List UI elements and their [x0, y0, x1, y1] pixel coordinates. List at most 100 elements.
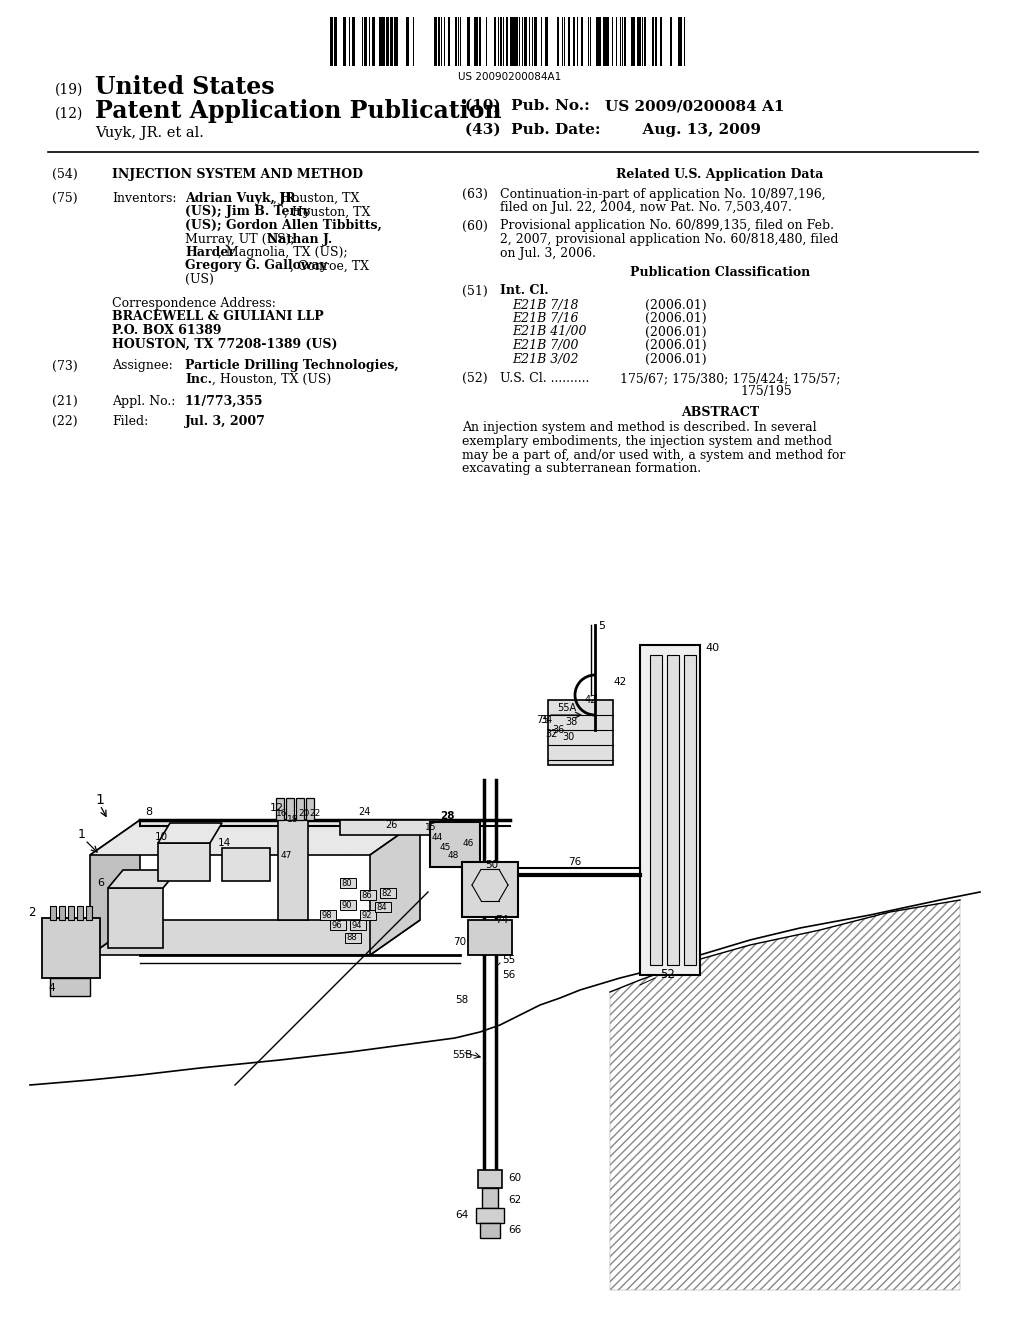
- Text: 30: 30: [562, 733, 574, 742]
- Text: Particle Drilling Technologies,: Particle Drilling Technologies,: [185, 359, 398, 372]
- Bar: [655, 17, 657, 66]
- Text: 4: 4: [48, 983, 54, 993]
- Text: (19): (19): [55, 83, 83, 96]
- Text: 32: 32: [545, 729, 557, 739]
- Bar: [222, 847, 270, 880]
- Bar: [330, 920, 346, 931]
- Bar: [506, 17, 508, 66]
- Text: E21B 7/18: E21B 7/18: [512, 298, 579, 312]
- Bar: [474, 17, 476, 66]
- Text: 20: 20: [298, 809, 309, 818]
- Polygon shape: [90, 920, 420, 954]
- Bar: [340, 820, 440, 836]
- Bar: [340, 900, 356, 909]
- Text: (2006.01): (2006.01): [645, 352, 707, 366]
- Text: E21B 3/02: E21B 3/02: [512, 352, 579, 366]
- Text: Filed:: Filed:: [112, 414, 148, 428]
- Text: (52): (52): [462, 372, 487, 385]
- Polygon shape: [610, 900, 961, 1290]
- Text: (US); Gordon Allen Tibbitts,: (US); Gordon Allen Tibbitts,: [185, 219, 382, 232]
- Text: , Houston, TX: , Houston, TX: [284, 206, 371, 219]
- Bar: [108, 888, 163, 948]
- Text: Inventors:: Inventors:: [112, 191, 176, 205]
- Text: Murray, UT (US);: Murray, UT (US);: [185, 232, 299, 246]
- Text: 45: 45: [440, 842, 452, 851]
- Text: 74: 74: [495, 915, 508, 925]
- Bar: [684, 655, 696, 965]
- Bar: [390, 17, 392, 66]
- Bar: [345, 933, 361, 942]
- Text: Continuation-in-part of application No. 10/897,196,: Continuation-in-part of application No. …: [500, 187, 825, 201]
- Bar: [306, 799, 314, 820]
- Bar: [510, 17, 512, 66]
- Text: 64: 64: [455, 1210, 468, 1220]
- Text: 75: 75: [536, 715, 549, 725]
- Text: 10: 10: [155, 832, 168, 842]
- Text: 55A: 55A: [557, 704, 577, 713]
- Text: 76: 76: [568, 857, 582, 867]
- Text: 5: 5: [598, 620, 605, 631]
- Bar: [286, 799, 294, 820]
- Bar: [500, 17, 502, 66]
- Text: 34: 34: [540, 715, 552, 725]
- Bar: [494, 17, 496, 66]
- Text: (2006.01): (2006.01): [645, 339, 707, 352]
- Bar: [468, 920, 512, 954]
- Text: 24: 24: [358, 807, 371, 817]
- Bar: [50, 978, 90, 997]
- Bar: [438, 17, 440, 66]
- Text: 175/195: 175/195: [740, 385, 792, 399]
- Bar: [77, 906, 83, 920]
- Text: Inc.: Inc.: [185, 374, 212, 385]
- Text: 56: 56: [502, 970, 515, 979]
- Polygon shape: [158, 822, 222, 843]
- Text: , Magnolia, TX (US);: , Magnolia, TX (US);: [218, 246, 347, 259]
- Bar: [637, 17, 640, 66]
- Bar: [545, 17, 548, 66]
- Bar: [360, 890, 376, 900]
- Text: 28: 28: [440, 810, 455, 821]
- Text: Gregory G. Galloway: Gregory G. Galloway: [185, 260, 327, 272]
- Text: Patent Application Publication: Patent Application Publication: [95, 99, 502, 123]
- Bar: [59, 906, 65, 920]
- Bar: [360, 909, 376, 920]
- Text: (54): (54): [52, 168, 78, 181]
- Text: 50: 50: [485, 861, 499, 870]
- Bar: [375, 902, 391, 912]
- Text: 38: 38: [565, 717, 578, 727]
- Bar: [478, 1170, 502, 1188]
- Text: Adrian Vuyk, JR.: Adrian Vuyk, JR.: [185, 191, 300, 205]
- Text: 44: 44: [432, 833, 443, 842]
- Bar: [395, 17, 398, 66]
- Text: United States: United States: [95, 75, 274, 99]
- Bar: [512, 17, 515, 66]
- Text: Related U.S. Application Data: Related U.S. Application Data: [616, 168, 823, 181]
- Text: (2006.01): (2006.01): [645, 312, 707, 325]
- Bar: [604, 17, 607, 66]
- Bar: [515, 17, 518, 66]
- Bar: [350, 920, 366, 931]
- Text: (12): (12): [55, 107, 83, 121]
- Text: 82: 82: [381, 888, 391, 898]
- Text: 58: 58: [455, 995, 468, 1005]
- Text: 1: 1: [95, 793, 103, 807]
- Text: 8: 8: [145, 807, 153, 817]
- Text: 12: 12: [270, 803, 284, 813]
- Bar: [607, 17, 609, 66]
- Text: (2006.01): (2006.01): [645, 298, 707, 312]
- Bar: [276, 799, 284, 820]
- Text: Provisional application No. 60/899,135, filed on Feb.: Provisional application No. 60/899,135, …: [500, 219, 834, 232]
- Bar: [382, 17, 384, 66]
- Bar: [548, 700, 613, 766]
- Bar: [86, 906, 92, 920]
- Text: 80: 80: [341, 879, 351, 887]
- Text: E21B 7/16: E21B 7/16: [512, 312, 579, 325]
- Text: (US): (US): [185, 273, 214, 286]
- Text: US 2009/0200084 A1: US 2009/0200084 A1: [605, 99, 784, 114]
- Text: 6: 6: [97, 878, 104, 888]
- Bar: [534, 17, 537, 66]
- Bar: [524, 17, 527, 66]
- Text: 47: 47: [281, 850, 293, 859]
- Bar: [296, 799, 304, 820]
- Bar: [340, 878, 356, 888]
